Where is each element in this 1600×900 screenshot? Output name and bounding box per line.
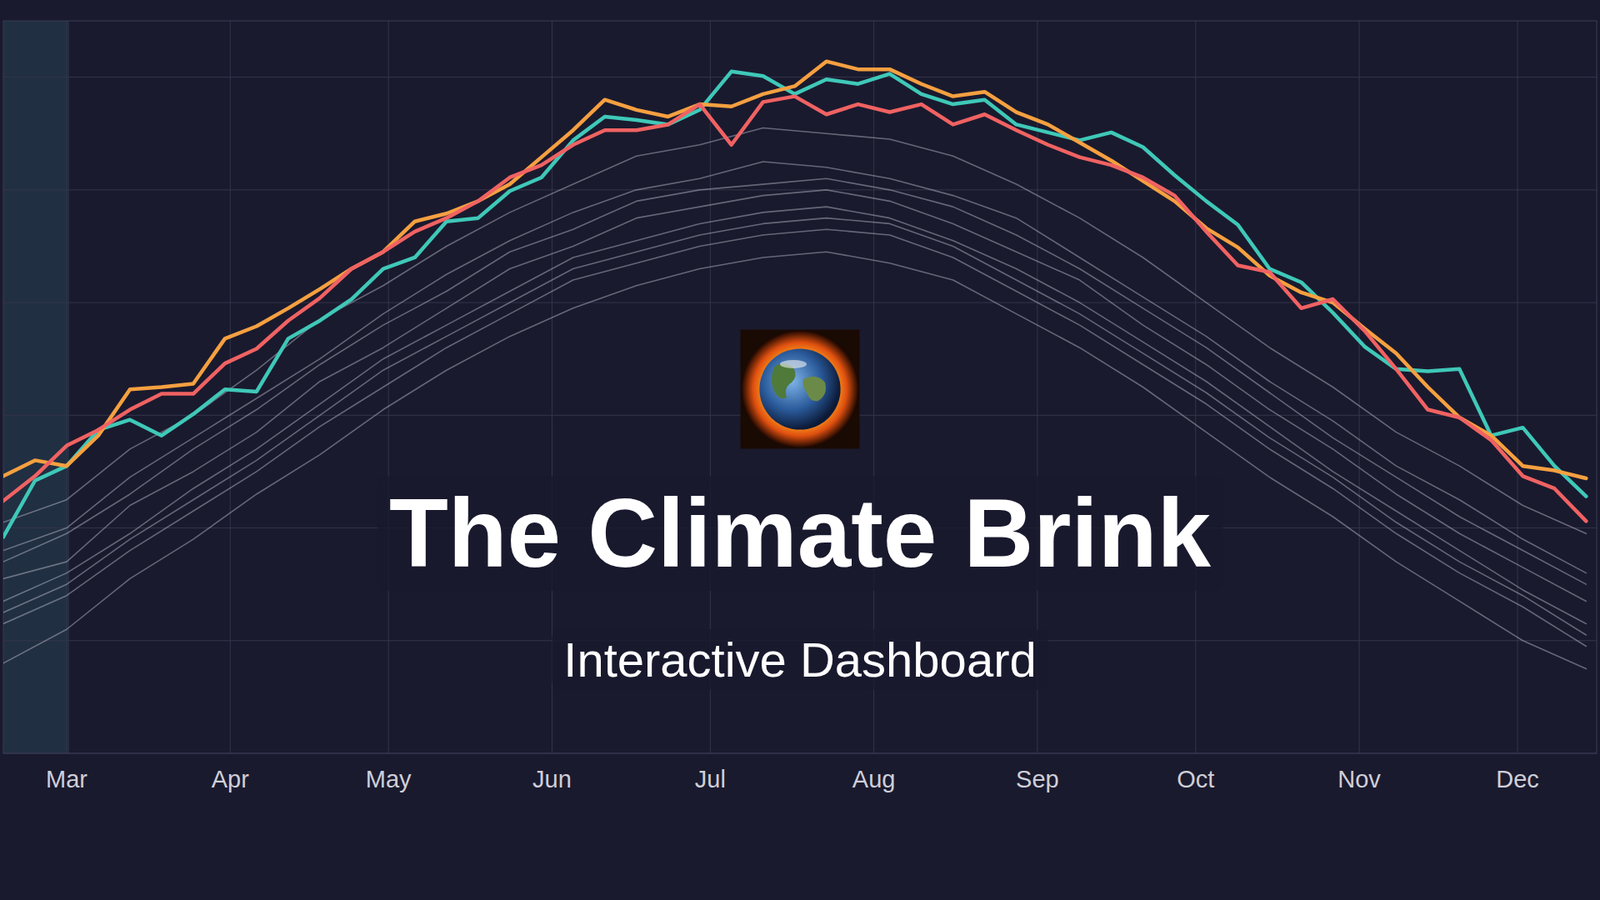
title-group: The Climate Brink — [377, 475, 1224, 591]
x-grid-line — [1517, 20, 1519, 754]
x-tick-label: Nov — [1337, 765, 1381, 793]
logo-earth — [759, 348, 840, 430]
highlight-band — [3, 20, 70, 754]
y-grid-line — [3, 302, 1597, 304]
subtitle-group: Interactive Dashboard — [551, 629, 1048, 690]
grid — [3, 20, 1597, 754]
title: The Climate Brink — [389, 479, 1212, 588]
x-tick-label: Jun — [532, 765, 572, 793]
background — [0, 0, 1600, 900]
x-tick-label: Oct — [1176, 765, 1215, 793]
chart-canvas: Mar Apr May Jun Jul Aug Sep Oct Nov Dec The Climat… — [0, 0, 1600, 900]
y-grid-line — [3, 76, 1597, 78]
subtitle: Interactive Dashboard — [563, 632, 1036, 687]
logo-cloud — [780, 360, 807, 369]
x-tick-label: Jul — [695, 765, 726, 793]
x-tick-labels: Mar Apr May Jun Jul Aug Sep Oct Nov Dec — [45, 765, 1540, 793]
x-grid-line — [65, 20, 67, 754]
year-line — [3, 61, 1586, 479]
x-tick-label: Apr — [211, 765, 250, 793]
text-patch — [551, 629, 1048, 690]
series-group — [3, 61, 1586, 670]
y-grid-line — [3, 189, 1597, 190]
plot-frame — [3, 20, 1597, 754]
logo-land — [771, 363, 796, 399]
climatology-line — [3, 229, 1586, 646]
x-tick-label: Mar — [45, 765, 88, 793]
logo-fire — [741, 330, 859, 448]
x-grid-line — [230, 20, 231, 754]
x-tick-label: Dec — [1495, 765, 1540, 793]
logo-bg — [740, 330, 860, 450]
x-tick-label: Aug — [852, 765, 896, 793]
logo-land — [803, 376, 827, 401]
year-line — [3, 96, 1586, 522]
x-tick-label: May — [365, 765, 412, 793]
climatology-line — [3, 206, 1586, 624]
x-grid-line — [1359, 20, 1360, 754]
logo-icon — [740, 330, 860, 450]
climatology-line — [3, 190, 1586, 602]
x-tick-label: Sep — [1015, 765, 1060, 793]
text-patch — [377, 475, 1224, 591]
x-grid-line — [388, 20, 390, 754]
year-line — [3, 71, 1586, 538]
climatology-line — [3, 218, 1586, 635]
